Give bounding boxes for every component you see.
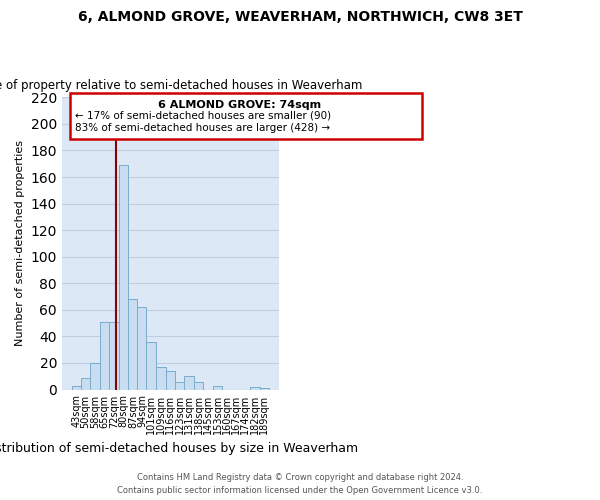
Bar [137,307,146,390]
Bar [90,363,100,390]
Text: 6 ALMOND GROVE: 74sqm: 6 ALMOND GROVE: 74sqm [158,100,322,110]
Bar [100,322,109,390]
Bar [156,367,166,390]
Bar [146,342,156,390]
Title: Size of property relative to semi-detached houses in Weaverham: Size of property relative to semi-detach… [0,79,362,92]
Bar [184,376,194,390]
Bar [119,165,128,390]
Bar [128,299,137,390]
Bar [109,322,119,390]
Y-axis label: Number of semi-detached properties: Number of semi-detached properties [15,140,25,346]
Bar [194,382,203,390]
Bar [213,386,223,390]
Bar [250,387,260,390]
FancyBboxPatch shape [70,94,422,138]
Bar [166,371,175,390]
Bar [260,388,269,390]
Bar [72,386,81,390]
X-axis label: Distribution of semi-detached houses by size in Weaverham: Distribution of semi-detached houses by … [0,442,358,455]
Text: Contains HM Land Registry data © Crown copyright and database right 2024.
Contai: Contains HM Land Registry data © Crown c… [118,474,482,495]
Bar [175,382,184,390]
Bar [81,378,90,390]
Text: 6, ALMOND GROVE, WEAVERHAM, NORTHWICH, CW8 3ET: 6, ALMOND GROVE, WEAVERHAM, NORTHWICH, C… [77,10,523,24]
Text: ← 17% of semi-detached houses are smaller (90): ← 17% of semi-detached houses are smalle… [75,110,331,120]
Text: 83% of semi-detached houses are larger (428) →: 83% of semi-detached houses are larger (… [75,122,330,132]
